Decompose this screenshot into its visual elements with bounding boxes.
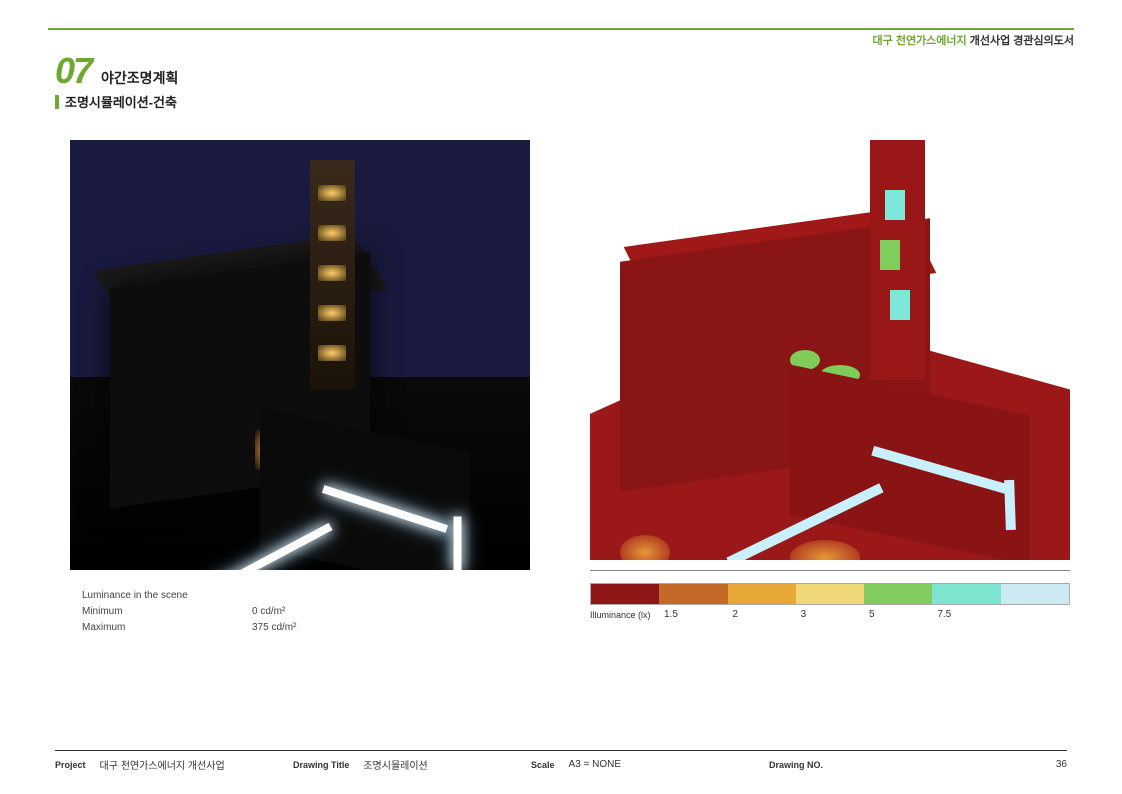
legend-tick: 7.5 — [933, 609, 1001, 620]
legend-title: Illuminance (lx) — [590, 610, 660, 620]
legend-swatch — [1001, 584, 1069, 604]
legend-swatch — [796, 584, 864, 604]
legend-tick: 2 — [728, 609, 796, 620]
scale-value: A3 = NONE — [569, 759, 622, 770]
legend-labels: Illuminance (lx) 1.5 2 3 5 7.5 — [590, 609, 1070, 620]
night-render — [70, 140, 530, 570]
scale-label: Scale — [531, 760, 555, 770]
content-area: Luminance in the scene Minimum 0 cd/m² M… — [70, 140, 1067, 636]
legend-tick: 5 — [865, 609, 933, 620]
subtitle-row: 조명시뮬레이션-건축 — [55, 92, 177, 111]
legend-swatch — [591, 584, 659, 604]
green-bar-icon — [55, 95, 59, 109]
legend-tick: 1.5 — [660, 609, 728, 620]
color-legend — [590, 583, 1070, 605]
legend-separator — [590, 570, 1070, 571]
legend-swatch — [659, 584, 727, 604]
stat-max-label: Maximum — [82, 620, 192, 636]
right-panel: Illuminance (lx) 1.5 2 3 5 7.5 — [590, 140, 1070, 636]
header-text: 대구 천연가스에너지 개선사업 경관심의도서 — [873, 32, 1074, 48]
section-title: 야간조명계획 — [101, 68, 178, 88]
section-number: 07 — [55, 50, 91, 92]
section-subtitle: 조명시뮬레이션-건축 — [65, 92, 177, 111]
header-rule: 대구 천연가스에너지 개선사업 경관심의도서 — [48, 28, 1074, 48]
stat-max-value: 375 cd/m² — [252, 620, 296, 636]
section-header: 07 야간조명계획 — [55, 50, 178, 92]
legend-tick: 3 — [797, 609, 865, 620]
legend-swatch — [728, 584, 796, 604]
project-label: Project — [55, 760, 86, 770]
page-number: 36 — [1007, 759, 1067, 770]
legend-swatch — [932, 584, 1000, 604]
header-bold-text: 개선사업 경관심의도서 — [970, 35, 1074, 47]
stat-min-label: Minimum — [82, 604, 192, 620]
title-block: Project 대구 천연가스에너지 개선사업 Drawing Title 조명… — [55, 750, 1067, 772]
luminance-stats: Luminance in the scene Minimum 0 cd/m² M… — [70, 588, 530, 636]
illuminance-render — [590, 140, 1070, 560]
header-green-text: 대구 천연가스에너지 — [873, 35, 967, 47]
project-value: 대구 천연가스에너지 개선사업 — [100, 757, 225, 772]
left-panel: Luminance in the scene Minimum 0 cd/m² M… — [70, 140, 530, 636]
stat-scene: Luminance in the scene — [82, 588, 530, 604]
drawing-title-label: Drawing Title — [293, 760, 349, 770]
stat-min-value: 0 cd/m² — [252, 604, 285, 620]
drawing-no-label: Drawing NO. — [769, 760, 823, 770]
legend-swatch — [864, 584, 932, 604]
drawing-title-value: 조명시뮬레이션 — [363, 757, 427, 772]
